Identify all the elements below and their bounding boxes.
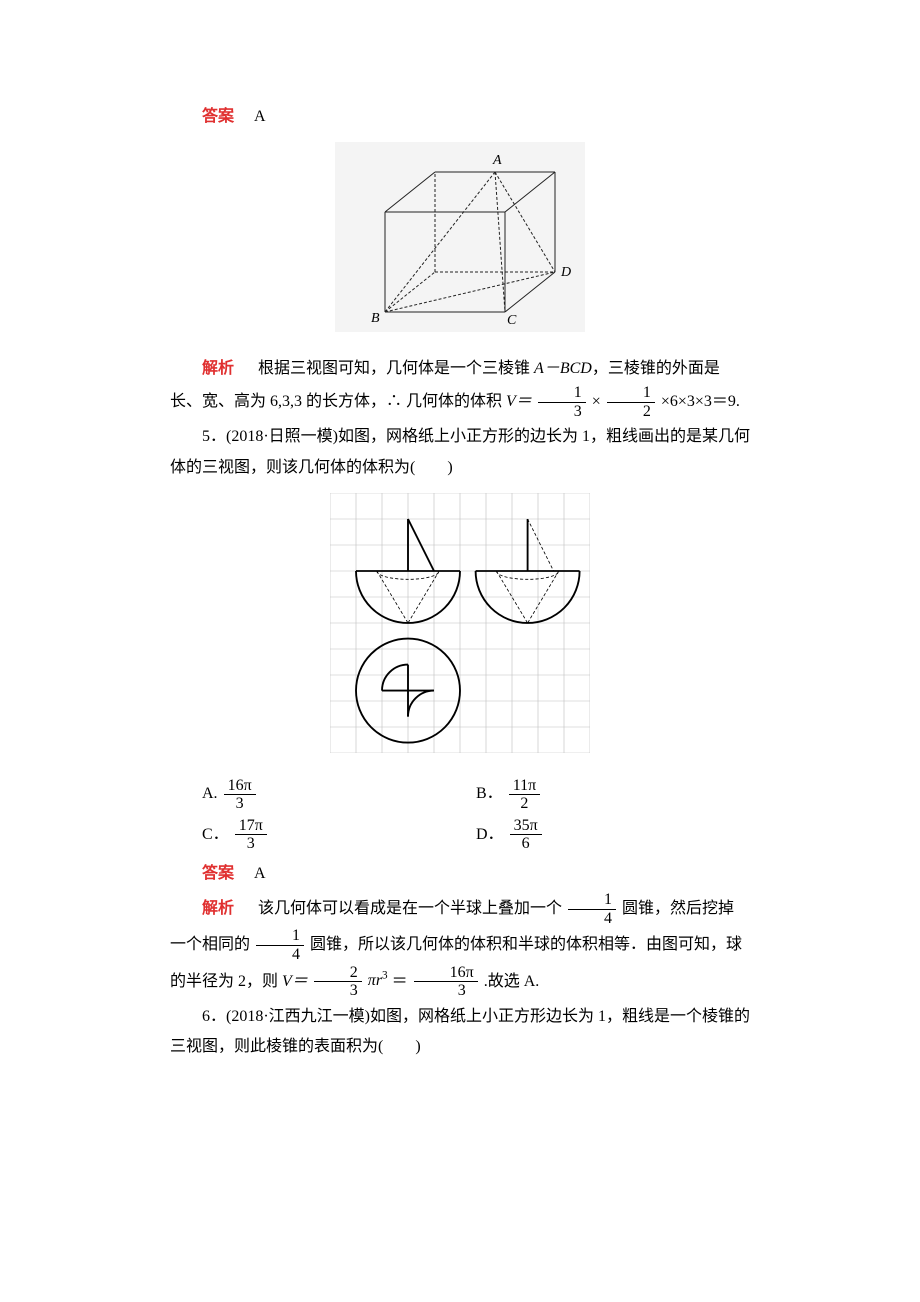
opt-a-label: A.: [202, 779, 218, 809]
q5-figure: [170, 493, 750, 764]
q5-ana-1: 该几何体可以看成是在一个半球上叠加一个: [258, 900, 562, 917]
q5-opt-a: A. 16π3: [202, 777, 476, 813]
cube-label-A: A: [492, 153, 502, 168]
label-answer-2: 答案: [202, 865, 234, 882]
q5-frac-2-3: 23: [314, 964, 362, 1000]
q4-frac-1-3: 13: [538, 384, 586, 420]
q5-pir: πr3: [368, 972, 388, 989]
q5-answer-value: A: [254, 865, 266, 882]
q5-answer-line: 答案 A: [170, 859, 750, 889]
cube-label-C: C: [507, 313, 517, 328]
q4-analysis: 解析 根据三视图可知，几何体是一个三棱锥 A－BCD，三棱锥的外面是长、宽、高为…: [170, 354, 750, 421]
q4-frac-1-2: 12: [607, 384, 655, 420]
q5-opt-b: B． 11π2: [476, 777, 750, 813]
q5-frac-16pi-3: 16π3: [414, 964, 478, 1000]
q5-stem: 5．(2018·日照一模)如图，网格纸上小正方形的边长为 1，粗线画出的是某几何…: [170, 422, 750, 483]
cube-label-B: B: [371, 311, 380, 326]
q4-times1: ×: [592, 393, 601, 410]
q4-V: V＝: [506, 393, 532, 410]
q4-answer-value: A: [254, 108, 266, 125]
q6-stem: 6．(2018·江西九江一模)如图，网格纸上小正方形边长为 1，粗线是一个棱锥的…: [170, 1002, 750, 1063]
q4-answer-line: 答案 A: [170, 102, 750, 132]
opt-b-label: B．: [476, 779, 503, 809]
q5-tail: .故选 A.: [484, 972, 540, 989]
label-analysis: 解析: [202, 360, 234, 377]
label-analysis-2: 解析: [202, 900, 234, 917]
q5-options: A. 16π3 B． 11π2 C． 17π3 D． 35π6: [202, 775, 750, 855]
q4-pyramid-name: A－BCD: [534, 360, 592, 377]
q5-analysis: 解析 该几何体可以看成是在一个半球上叠加一个 14 圆锥，然后挖掉一个相同的 1…: [170, 891, 750, 1000]
q5-frac-1-4a: 14: [568, 891, 616, 927]
opt-d-label: D．: [476, 820, 504, 850]
opt-c-label: C．: [202, 820, 229, 850]
q5-opt-d: D． 35π6: [476, 817, 750, 853]
q5-eq2: ＝: [392, 972, 408, 989]
q5-opt-c: C． 17π3: [202, 817, 476, 853]
q5-V: V＝: [282, 972, 308, 989]
q4-figure: A B C D: [170, 142, 750, 343]
cube-label-D: D: [560, 265, 571, 280]
q5-frac-1-4b: 14: [256, 927, 304, 963]
label-answer: 答案: [202, 108, 234, 125]
q4-ana-prefix: 根据三视图可知，几何体是一个三棱锥: [258, 360, 534, 377]
q4-tail: ×6×3×3＝9.: [661, 393, 740, 410]
